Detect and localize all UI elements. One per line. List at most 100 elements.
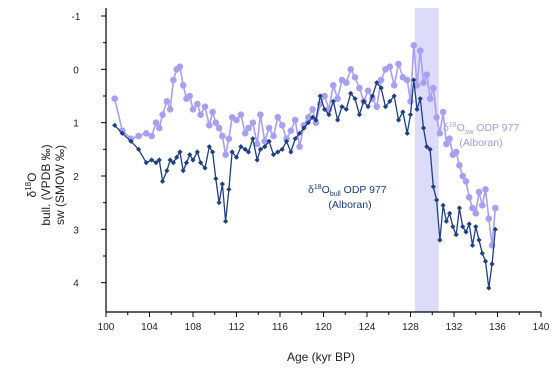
data-point-bull [219, 181, 225, 187]
data-point-bull [250, 136, 256, 142]
data-point-sw [364, 87, 372, 94]
data-point-bull [164, 168, 170, 174]
y-title-line1: bull. (VPDB ‰) [39, 144, 53, 225]
data-point-bull [361, 98, 367, 104]
data-point-sw [472, 210, 480, 217]
data-point-bull [453, 232, 459, 238]
data-point-sw [347, 66, 355, 73]
data-point-sw [197, 111, 204, 118]
x-axis-title: Age (kyr BP) [287, 350, 355, 364]
data-point-bull [226, 186, 232, 192]
data-point-bull [159, 178, 166, 184]
data-point-bull [292, 136, 298, 142]
data-point-bull [417, 96, 423, 102]
x-tick-label: 128 [402, 322, 419, 333]
data-point-sw [209, 108, 216, 116]
data-point-bull [275, 149, 281, 155]
data-point-sw [439, 108, 447, 116]
data-point-sw [309, 106, 316, 113]
data-point-bull [266, 138, 272, 144]
data-point-bull [427, 146, 433, 152]
data-point-sw [446, 135, 453, 142]
data-point-bull [262, 144, 268, 150]
data-point-bull [209, 149, 216, 155]
data-point-bull [489, 261, 495, 267]
data-point-sw [469, 204, 476, 212]
data-point-sw [156, 124, 163, 132]
data-point-sw [241, 130, 249, 137]
x-tick-label: 100 [98, 322, 115, 333]
data-point-bull [206, 144, 212, 150]
ann-bull-sup: 18 [314, 184, 322, 191]
data-point-bull [476, 237, 482, 243]
data-point-sw [257, 111, 264, 118]
y-tick-label: 3 [73, 225, 79, 236]
ann-bull-o: O [322, 184, 330, 196]
data-point-sw [291, 116, 299, 124]
y-title-line2: sw (SMOW ‰) [53, 145, 67, 225]
data-point-sw [222, 151, 229, 158]
data-point-bull [339, 104, 345, 110]
data-point-sw [482, 186, 489, 193]
x-tick-label: 104 [141, 322, 158, 333]
x-tick-label: 120 [315, 322, 332, 333]
y-axis-title: δ18O bull. (VPDB ‰) sw (SMOW ‰) [24, 144, 67, 225]
data-point-bull [177, 149, 183, 155]
data-point-sw [253, 140, 261, 148]
data-point-sw [245, 124, 252, 132]
data-point-bull [387, 98, 393, 104]
data-point-sw [201, 103, 209, 110]
data-point-sw [170, 76, 177, 84]
data-point-bull [460, 224, 466, 230]
axes: 100 104 108 112 116 120 124 128 132 136 140 -1 0 1 2 3 4 [72, 8, 550, 333]
svg-text:δ18Obull ODP 977: δ18Obull ODP 977 [308, 184, 387, 198]
data-point-bull [233, 154, 240, 160]
annotation-sw: δ18Osw ODP 977 (Alboran) [443, 122, 519, 149]
data-point-bull [482, 258, 489, 264]
data-point-bull [180, 168, 186, 174]
data-point-sw [456, 162, 463, 169]
data-point-sw [430, 84, 437, 92]
data-point-sw [452, 148, 460, 156]
ann-sw-delta: δ [443, 122, 449, 134]
data-point-bull [301, 125, 307, 131]
data-point-bull [479, 250, 485, 256]
highlight-band [414, 8, 439, 312]
data-point-sw [465, 194, 473, 201]
data-point-bull [174, 154, 180, 160]
x-tick-label: 132 [446, 322, 463, 333]
data-point-bull [466, 221, 472, 227]
data-point-sw [475, 188, 483, 196]
data-point-sw [351, 74, 359, 81]
data-point-sw [423, 71, 431, 78]
data-point-bull [374, 80, 380, 86]
data-point-bull [395, 117, 402, 123]
ann-bull-delta: δ [308, 184, 314, 196]
data-point-sw [159, 111, 166, 118]
data-point-sw [407, 98, 414, 105]
data-point-bull [420, 125, 427, 131]
data-point-bull [202, 165, 208, 171]
ann-bull-sub: bull [330, 191, 341, 198]
y-tick-label: 0 [73, 65, 79, 76]
data-point-bull [317, 93, 323, 99]
ann-sw-rest: ODP 977 [473, 122, 519, 134]
data-point-bull [469, 242, 476, 248]
data-point-sw [459, 172, 467, 180]
y-tick-label: 2 [73, 172, 79, 183]
data-point-sw [420, 79, 427, 86]
ann-sw-line2: (Alboran) [459, 137, 502, 149]
data-point-sw [492, 204, 499, 212]
data-point-sw [278, 122, 286, 129]
data-point-sw [296, 143, 303, 150]
data-point-sw [386, 63, 394, 70]
data-point-bull [326, 112, 332, 118]
data-point-bull [245, 149, 252, 155]
data-point-sw [135, 132, 142, 140]
data-point-sw [212, 119, 220, 126]
data-point-bull [128, 138, 134, 144]
data-point-bull [440, 202, 446, 208]
ann-sw-sub: sw [465, 129, 475, 136]
data-point-bull [463, 229, 469, 235]
